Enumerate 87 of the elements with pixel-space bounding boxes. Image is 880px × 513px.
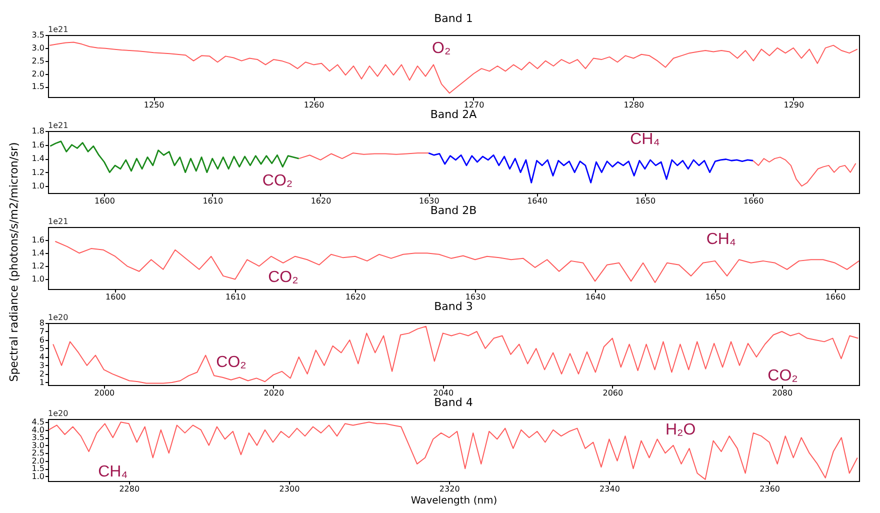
y-tick-label: 2.5 xyxy=(32,448,44,458)
line-series xyxy=(48,422,858,480)
text: 1e20 xyxy=(48,313,68,322)
y-tick-label: 1.6 xyxy=(32,140,44,150)
annotation: O₂ xyxy=(432,40,451,58)
y-tick-label: 1.2 xyxy=(32,168,44,177)
x-tick-label: 1660 xyxy=(743,196,764,206)
annotation: CH₄ xyxy=(706,230,736,248)
y-tick-label: 1.0 xyxy=(32,182,44,191)
line-series xyxy=(49,42,858,94)
x-tick-label: 2040 xyxy=(433,388,454,398)
x-tick-label: 1610 xyxy=(202,196,224,206)
x-tick-label: 1610 xyxy=(225,292,246,302)
annotation: H₂O xyxy=(665,422,696,439)
annotation: CO₂ xyxy=(268,269,298,286)
line-series xyxy=(52,326,859,384)
y-tick-label: 2.0 xyxy=(32,456,44,466)
x-axis-title: Wavelength (nm) xyxy=(410,496,498,506)
y-tick-label: 1.6 xyxy=(32,236,44,245)
y-axis-title: Spectral radiance (photons/s/m2/micron/sr) xyxy=(8,142,20,382)
y-tick-label: 1.4 xyxy=(32,154,44,164)
x-tick-label: 1630 xyxy=(418,196,440,206)
x-tick-label: 2020 xyxy=(264,388,284,398)
y-tick-label: 3.5 xyxy=(32,433,44,442)
text: 1e21 xyxy=(48,121,68,130)
y-tick-label: 6 xyxy=(39,335,44,344)
y-tick-label: 1.2 xyxy=(32,262,44,271)
x-tick-label: 2340 xyxy=(600,484,620,494)
chart-title: Band 1 xyxy=(434,12,473,25)
x-tick-label: 1250 xyxy=(144,100,164,110)
y-tick-label: 3 xyxy=(39,360,44,370)
annotation: CH₄ xyxy=(98,464,128,481)
text: 1e20 xyxy=(48,409,68,418)
y-tick-label: 1.0 xyxy=(32,274,44,284)
x-tick-label: 1620 xyxy=(310,196,332,206)
y-tick-label: 2.5 xyxy=(32,56,44,66)
x-tick-label: 1630 xyxy=(465,292,486,302)
x-tick-label: 1290 xyxy=(784,100,804,110)
y-tick-label: 1.5 xyxy=(32,464,44,474)
annotation: CO₂ xyxy=(768,368,798,385)
y-tick-label: 1.5 xyxy=(32,82,44,92)
x-tick-label: 1650 xyxy=(635,196,656,206)
chart-title: Band 2A xyxy=(430,108,478,121)
chart-title: Band 2B xyxy=(430,204,477,217)
y-tick-label: 2 xyxy=(39,369,44,378)
x-tick-label: 2300 xyxy=(279,484,300,494)
y-tick-label: 5 xyxy=(39,344,44,353)
y-tick-label: 3.0 xyxy=(32,440,44,450)
x-tick-label: 1600 xyxy=(106,292,126,302)
annotation: CO₂ xyxy=(216,354,246,372)
x-tick-label: 1270 xyxy=(464,100,484,110)
line-series xyxy=(49,140,300,174)
y-tick-label: 1.4 xyxy=(32,248,44,258)
chart-title: Band 3 xyxy=(434,300,473,313)
y-tick-label: 1.0 xyxy=(32,472,44,481)
x-tick-label: 1650 xyxy=(705,292,726,302)
y-tick-label: 4.5 xyxy=(32,418,44,427)
line-series xyxy=(428,152,754,184)
y-tick-label: 1.8 xyxy=(32,126,44,136)
x-tick-label: 2080 xyxy=(772,388,793,398)
x-tick-label: 1640 xyxy=(527,196,548,206)
y-tick-label: 3.5 xyxy=(32,30,44,40)
x-tick-label: 2360 xyxy=(760,484,780,494)
x-tick-label: 1600 xyxy=(94,196,115,206)
x-tick-label: 2000 xyxy=(94,388,115,398)
text: 1e21 xyxy=(48,217,68,226)
x-tick-label: 1620 xyxy=(345,292,366,302)
x-tick-label: 2320 xyxy=(439,484,460,494)
x-tick-label: 1280 xyxy=(624,100,644,110)
chart-title: Band 4 xyxy=(434,396,473,409)
line-series xyxy=(298,152,430,160)
y-tick-label: 3.0 xyxy=(32,43,44,52)
y-tick-label: 1 xyxy=(39,378,44,387)
text: 1e21 xyxy=(48,25,68,34)
x-tick-label: 1260 xyxy=(304,100,324,110)
x-tick-label: 2060 xyxy=(602,388,624,398)
annotation: CH₄ xyxy=(630,131,660,148)
y-tick-label: 4.0 xyxy=(32,425,44,434)
y-tick-label: 4 xyxy=(39,352,44,362)
y-tick-label: 2.0 xyxy=(32,69,44,78)
x-tick-label: 2280 xyxy=(119,484,140,494)
x-tick-label: 1640 xyxy=(585,292,606,302)
annotation: CO₂ xyxy=(262,172,293,190)
y-tick-label: 7 xyxy=(39,326,44,336)
x-tick-label: 1660 xyxy=(825,292,846,302)
line-series xyxy=(752,156,856,187)
y-tick-label: 8 xyxy=(39,318,44,328)
